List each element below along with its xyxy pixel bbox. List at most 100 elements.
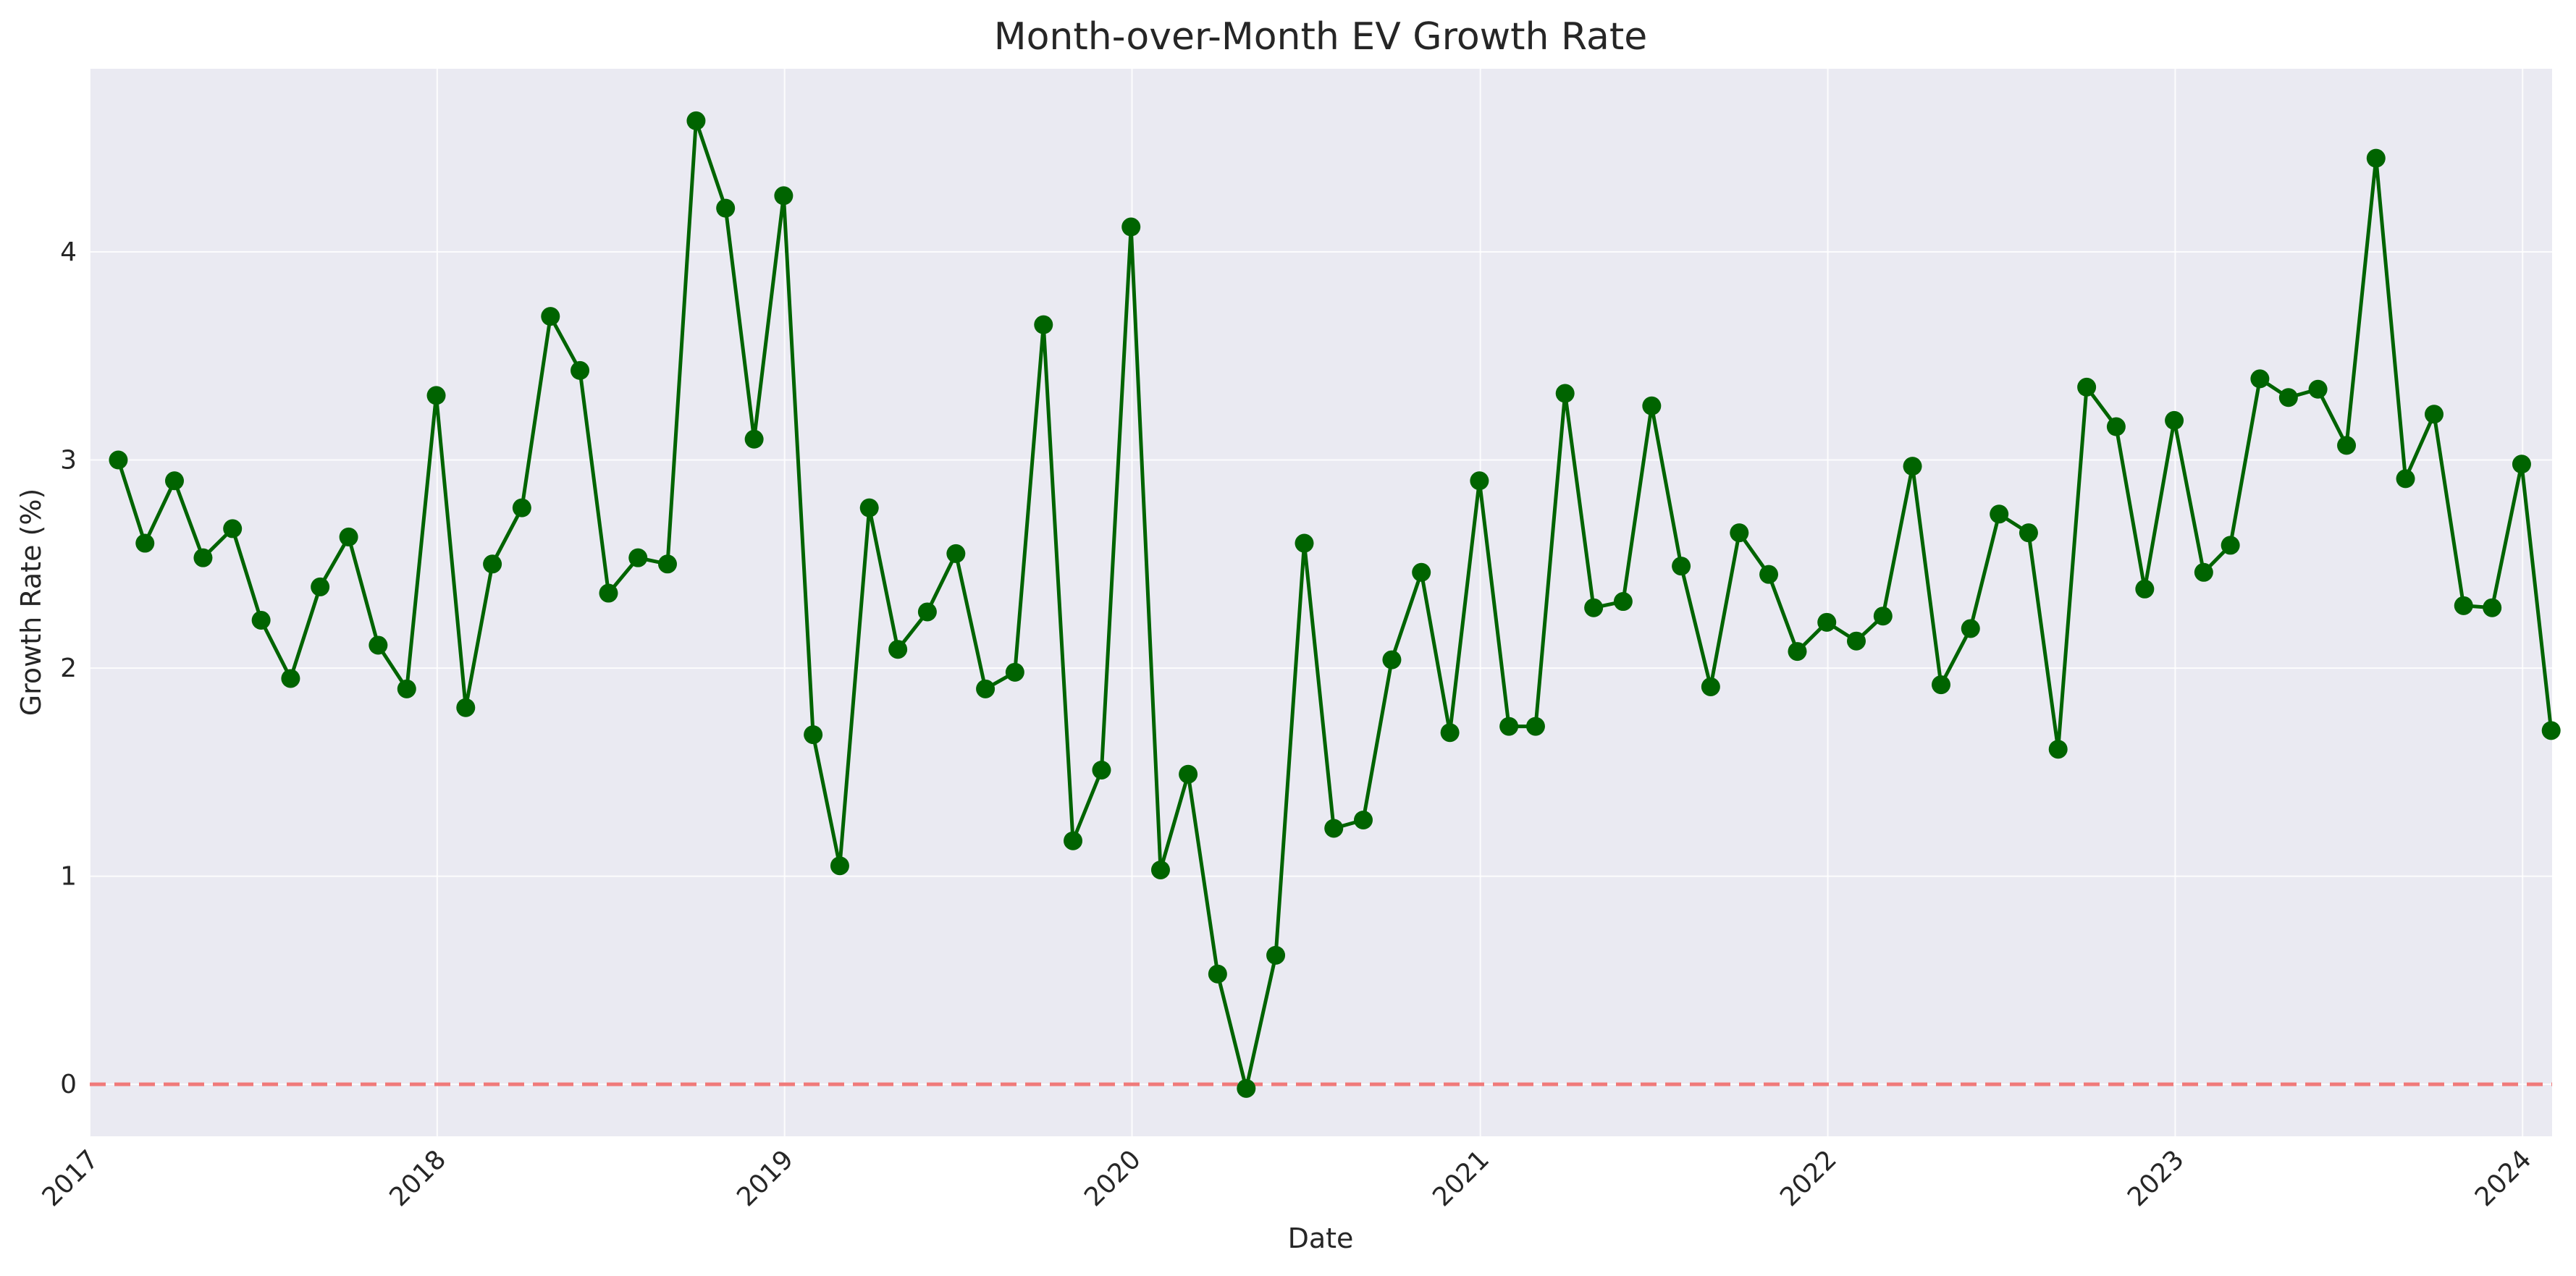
data-point [686,111,706,130]
x-tick-label: 2024 [2470,1144,2538,1212]
data-point [2483,598,2502,617]
y-tick-label: 1 [60,862,77,892]
data-point [2278,388,2298,407]
data-point [2077,377,2097,397]
data-point [1525,717,1545,736]
data-point [744,429,764,449]
data-point [1440,723,1460,743]
data-point [2221,536,2240,555]
data-point [426,386,446,405]
data-point [311,577,330,596]
data-point [2106,417,2126,436]
data-point [1499,717,1519,736]
data-point [1121,217,1141,237]
x-tick-label: 2023 [2122,1144,2190,1212]
data-point [2308,379,2328,399]
data-point [1788,642,1807,662]
grid-lines [89,69,2552,1136]
data-point [1759,565,1779,584]
data-point [251,610,271,630]
data-point [1642,396,1662,415]
data-point [716,198,736,218]
data-point [888,640,908,659]
data-point [2019,523,2038,543]
plot-area [90,69,2552,1136]
data-point [571,360,590,380]
data-point [1730,523,1749,543]
data-point [512,498,531,517]
data-point [1903,457,1922,476]
data-point [2541,721,2561,740]
y-axis-label: Growth Rate (%) [15,489,47,717]
data-point [1208,964,1227,984]
data-point [1961,619,1980,638]
y-tick-label: 4 [60,237,77,267]
x-tick-label: 2019 [731,1144,799,1212]
x-tick-labels: 2017 2018 2019 2020 2021 2022 2023 2024 [37,1144,2538,1212]
data-point [223,519,243,538]
data-point [1873,607,1893,626]
y-tick-labels: 0 1 2 3 4 [60,237,77,1099]
x-tick-label: 2021 [1427,1144,1495,1212]
y-tick-label: 2 [60,654,77,683]
data-point [1295,533,1314,553]
data-point [1584,598,1604,617]
data-point [1324,819,1344,838]
data-point [1470,471,1489,491]
x-tick-label: 2022 [1775,1144,1843,1212]
data-point [1701,677,1720,696]
data-point [541,307,560,326]
data-point [1613,592,1633,612]
data-point [2396,469,2415,489]
data-point [2165,410,2184,430]
data-point [1846,631,1866,651]
data-point [917,602,937,622]
data-point [599,583,618,603]
data-point [1179,764,1198,784]
data-point [1817,612,1837,632]
data-point [1990,504,2009,524]
data-point [2337,436,2357,455]
data-point [1266,945,1286,965]
data-point [1555,384,1575,403]
data-point [1150,860,1170,879]
data-point [1412,562,1431,582]
data-point [281,669,300,688]
y-tick-label: 0 [60,1070,77,1099]
data-point [657,554,677,574]
chart-title: Month-over-Month EV Growth Rate [994,15,1648,59]
data-point [2512,455,2531,474]
data-point [2048,740,2068,759]
data-point [946,544,966,563]
data-point [1382,650,1402,669]
data-point [339,527,358,546]
data-points [109,111,2561,1098]
data-point [2424,405,2444,424]
data-point [830,856,849,876]
data-point [1672,557,1691,576]
data-point [369,635,388,655]
data-point [2454,596,2473,615]
data-point [456,698,476,717]
data-point [2366,148,2386,168]
x-tick-label: 2020 [1079,1144,1147,1212]
data-point [397,679,416,698]
data-point [1237,1078,1256,1098]
data-point [1092,760,1111,779]
data-point [1354,810,1373,829]
data-point [2250,369,2270,389]
data-point [1034,315,1053,334]
data-point [774,186,794,206]
x-axis-label: Date [1288,1222,1354,1254]
data-point [2194,562,2213,582]
x-tick-label: 2018 [384,1144,452,1212]
data-point [976,679,996,698]
data-point [804,725,823,745]
x-tick-label: 2017 [37,1144,105,1212]
data-point [135,533,155,553]
data-point [1931,675,1950,695]
data-point [2135,579,2155,599]
data-point [1005,662,1024,682]
data-point [109,450,128,470]
